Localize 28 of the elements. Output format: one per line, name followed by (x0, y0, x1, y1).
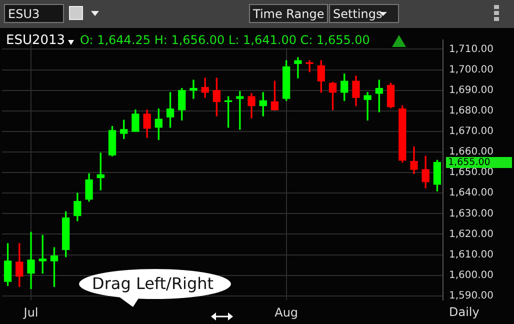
text: Time Range (249, 4, 328, 23)
chart-title: ESU2013 (6, 33, 66, 48)
candlestick (306, 60, 314, 72)
x-tick-label: Jul (22, 305, 38, 320)
candlestick (27, 232, 35, 290)
y-tick-label: 1,690.00 (449, 84, 494, 96)
y-tick-label: 1,660.00 (449, 146, 494, 158)
text: ESU3 (4, 4, 64, 23)
y-tick-label: 1,700.00 (449, 64, 494, 76)
annotation: Drag Left/Right (92, 274, 214, 293)
y-tick-label: 1,620.00 (449, 228, 494, 240)
candlestick (294, 57, 302, 78)
y-tick-label: 1,670.00 (449, 126, 494, 138)
text: Settings (329, 4, 400, 23)
x-tick-label: Aug (274, 305, 298, 320)
text: Daily (449, 305, 480, 319)
y-tick-label: 1,650.00 (449, 167, 494, 178)
text: 1,655.00 (446, 157, 512, 168)
y-tick-label: 1,680.00 (449, 106, 494, 117)
y-tick-label: 1,610.00 (449, 249, 494, 260)
y-tick-label: 1,710.00 (449, 44, 494, 55)
y-tick-label: 1,600.00 (449, 270, 494, 281)
y-tick-label: 1,640.00 (449, 188, 494, 199)
chart-subtitle: O: 1,644.25 H: 1,656.00 L: 1,641.00 C: 1,655.00 (80, 33, 372, 48)
y-tick-label: 1,590.00 (449, 290, 494, 302)
candlestick (190, 80, 198, 99)
y-tick-label: 1,630.00 (449, 208, 494, 220)
candlestick (364, 92, 372, 120)
